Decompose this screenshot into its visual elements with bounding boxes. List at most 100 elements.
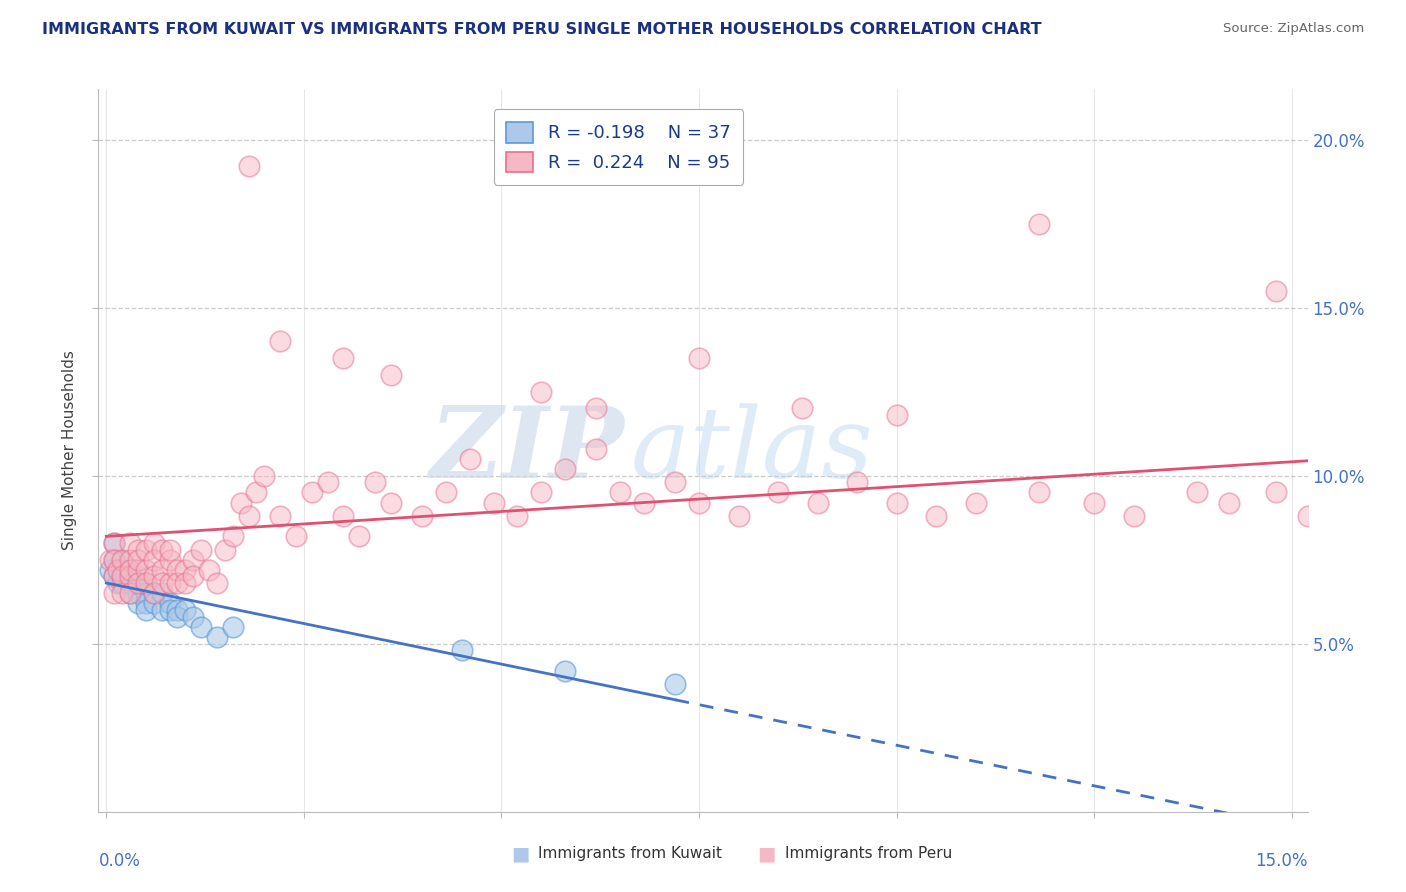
Point <box>482 495 505 509</box>
Point <box>150 542 173 557</box>
Point <box>150 586 173 600</box>
Point <box>1028 485 1050 500</box>
Point <box>925 508 948 523</box>
Point <box>886 408 908 422</box>
Text: 0.0%: 0.0% <box>98 852 141 870</box>
Legend: R = -0.198    N = 37, R =  0.224    N = 95: R = -0.198 N = 37, R = 0.224 N = 95 <box>494 109 744 185</box>
Point <box>181 609 204 624</box>
Point <box>222 529 245 543</box>
Point <box>190 620 212 634</box>
Point <box>174 563 197 577</box>
Point <box>1320 293 1343 308</box>
Point <box>585 401 607 416</box>
Point <box>127 552 149 566</box>
Point <box>135 596 157 610</box>
Point <box>98 552 121 566</box>
Point <box>166 603 188 617</box>
Point <box>222 620 245 634</box>
Point <box>609 485 631 500</box>
Point <box>411 508 433 523</box>
Point <box>118 576 141 591</box>
Point <box>688 351 710 365</box>
Point <box>150 576 173 591</box>
Point <box>127 586 149 600</box>
Point <box>103 569 125 583</box>
Point <box>965 495 987 509</box>
Point <box>198 563 221 577</box>
Point <box>1399 485 1406 500</box>
Point <box>238 508 260 523</box>
Point <box>1122 508 1144 523</box>
Point <box>1083 495 1105 509</box>
Point <box>142 569 165 583</box>
Point <box>790 401 813 416</box>
Point <box>174 603 197 617</box>
Point <box>166 563 188 577</box>
Point <box>332 351 354 365</box>
Text: Source: ZipAtlas.com: Source: ZipAtlas.com <box>1223 22 1364 36</box>
Point <box>107 563 129 577</box>
Point <box>111 576 134 591</box>
Point <box>111 569 134 583</box>
Point <box>1391 495 1406 509</box>
Point <box>103 552 125 566</box>
Point <box>135 563 157 577</box>
Point <box>118 586 141 600</box>
Point <box>190 542 212 557</box>
Point <box>316 475 339 490</box>
Point <box>159 552 181 566</box>
Point <box>458 451 481 466</box>
Point <box>633 495 655 509</box>
Point <box>127 576 149 591</box>
Point <box>434 485 457 500</box>
Point <box>103 536 125 550</box>
Point <box>150 563 173 577</box>
Point <box>181 569 204 583</box>
Point <box>127 596 149 610</box>
Point <box>766 485 789 500</box>
Point <box>127 542 149 557</box>
Point <box>1384 485 1406 500</box>
Point <box>530 485 553 500</box>
Point <box>380 495 402 509</box>
Point <box>1375 495 1398 509</box>
Point <box>159 603 181 617</box>
Point <box>585 442 607 456</box>
Point <box>135 603 157 617</box>
Point <box>118 569 141 583</box>
Y-axis label: Single Mother Households: Single Mother Households <box>62 351 77 550</box>
Point <box>135 542 157 557</box>
Point <box>245 485 267 500</box>
Point <box>98 563 121 577</box>
Point <box>1265 485 1288 500</box>
Point <box>664 475 686 490</box>
Point <box>118 536 141 550</box>
Text: Immigrants from Peru: Immigrants from Peru <box>785 847 952 861</box>
Point <box>135 576 157 591</box>
Point <box>214 542 236 557</box>
Point <box>103 586 125 600</box>
Text: 15.0%: 15.0% <box>1256 852 1308 870</box>
Point <box>301 485 323 500</box>
Point <box>103 536 125 550</box>
Point <box>664 677 686 691</box>
Point <box>1218 495 1240 509</box>
Point <box>127 563 149 577</box>
Point <box>332 508 354 523</box>
Point <box>554 664 576 678</box>
Point <box>205 630 228 644</box>
Point <box>159 576 181 591</box>
Point <box>1296 508 1319 523</box>
Point <box>111 552 134 566</box>
Point <box>118 586 141 600</box>
Point <box>135 586 157 600</box>
Point <box>103 552 125 566</box>
Point <box>364 475 387 490</box>
Point <box>174 576 197 591</box>
Point <box>285 529 308 543</box>
Point <box>269 334 291 349</box>
Point <box>238 160 260 174</box>
Point <box>111 563 134 577</box>
Point <box>118 563 141 577</box>
Text: atlas: atlas <box>630 403 873 498</box>
